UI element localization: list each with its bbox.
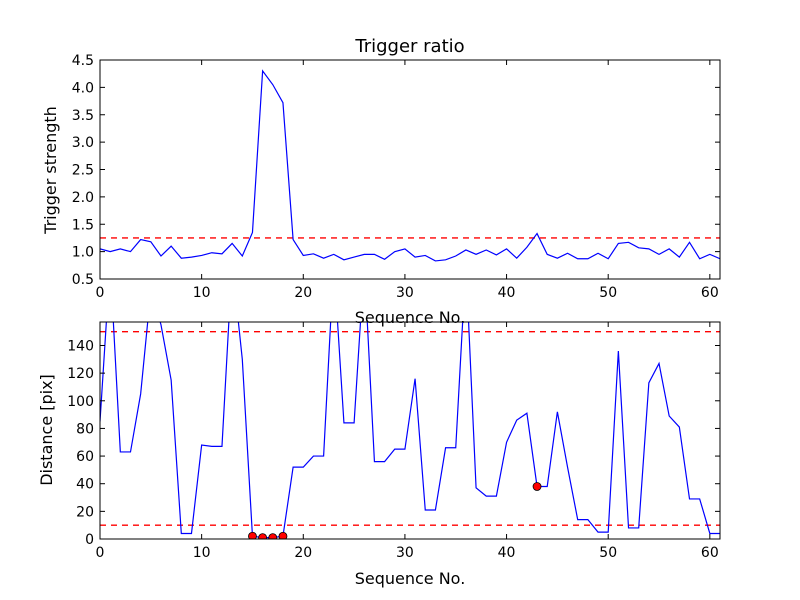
axes-frame [99, 321, 721, 540]
chart-title: Trigger ratio [354, 36, 464, 57]
x-tick-label: 10 [193, 545, 211, 561]
series-line [100, 322, 720, 539]
axis-ticks: 0 10 20 30 40 50 60 0.5 1.0 1.5 2.0 2.5 3.0 3.5 4.0 4.5 [72, 53, 720, 301]
x-tick-label: 30 [396, 285, 414, 301]
y-tick-label: 2.0 [72, 190, 94, 206]
x-tick-label: 0 [96, 285, 105, 301]
y-tick-label: 80 [76, 421, 94, 437]
y-tick-label: 4.5 [72, 53, 94, 69]
x-tick-label: 20 [294, 285, 312, 301]
highlight-point [248, 531, 257, 539]
y-tick-label: 1.5 [72, 217, 94, 233]
x-tick-label: 20 [294, 545, 312, 561]
y-axis-label: Trigger strength [41, 106, 60, 235]
y-tick-label: 4.0 [72, 80, 94, 96]
x-tick-label: 60 [701, 285, 719, 301]
x-axis-label: Sequence No. [355, 569, 466, 588]
x-tick-label: 50 [599, 285, 617, 301]
distance-panel: 0 10 20 30 40 50 60 0 20 40 60 80 100 120 140 Sequence… [37, 321, 721, 588]
y-tick-label: 140 [67, 338, 94, 354]
y-tick-label: 3.0 [72, 135, 94, 151]
highlight-point [532, 482, 542, 491]
y-tick-label: 40 [76, 477, 94, 493]
trigger-ratio-panel: Trigger ratio 0 10 20 30 40 50 60 0.5 1.0 1.5 2.0 2… [41, 36, 721, 327]
plot-area [100, 322, 720, 539]
y-tick-label: 100 [67, 394, 94, 410]
x-tick-label: 60 [701, 545, 719, 561]
y-tick-label: 0 [85, 532, 94, 548]
y-tick-label: 3.5 [72, 108, 94, 124]
x-axis-label: Sequence No. [355, 308, 466, 327]
highlight-point [278, 531, 288, 539]
x-tick-label: 10 [193, 285, 211, 301]
y-tick-label: 1.0 [72, 245, 94, 261]
highlight-point [268, 533, 278, 539]
y-tick-label: 2.5 [72, 163, 94, 179]
y-tick-label: 20 [76, 504, 94, 520]
series-line [100, 69, 720, 262]
axes-frame [99, 59, 721, 280]
axis-ticks: 0 10 20 30 40 50 60 0 20 40 60 80 100 120 140 [67, 322, 720, 561]
y-axis-label: Distance [pix] [37, 374, 56, 486]
x-tick-label: 40 [498, 545, 516, 561]
y-tick-label: 120 [67, 366, 94, 382]
y-tick-label: 0.5 [72, 272, 94, 288]
plot-area [100, 69, 720, 262]
x-tick-label: 50 [599, 545, 617, 561]
highlight-point [258, 533, 268, 539]
x-tick-label: 40 [498, 285, 516, 301]
x-tick-label: 0 [96, 545, 105, 561]
x-tick-label: 30 [396, 545, 414, 561]
y-tick-label: 60 [76, 449, 94, 465]
